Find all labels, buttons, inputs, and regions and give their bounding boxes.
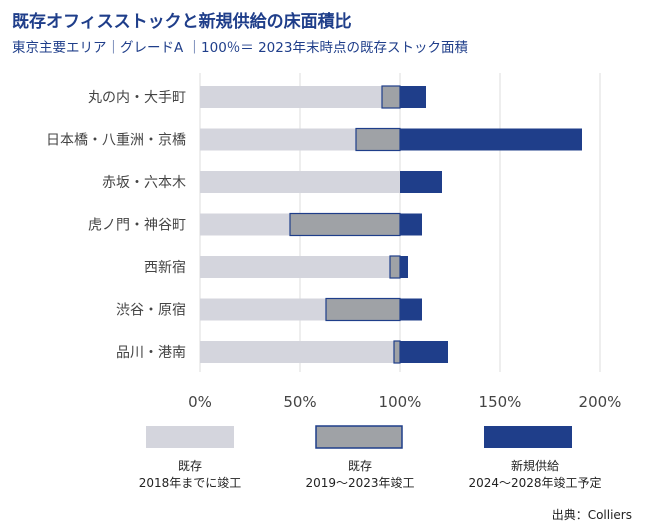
bar-existing-old: [200, 171, 400, 193]
legend-label-existing-old: 既存 2018年までに竣工: [130, 458, 250, 492]
category-label: 渋谷・原宿: [116, 302, 186, 319]
chart-title: 既存オフィスストックと新規供給の床面積比: [12, 12, 352, 32]
legend-swatch-existing-old: [146, 426, 234, 448]
bar-existing-new: [393, 340, 401, 364]
bar-existing-old: [200, 213, 290, 236]
legend-line2: 2024～2028年竣工予定: [468, 476, 602, 490]
legend-swatch-existing-new: [315, 425, 403, 449]
bar-existing-new: [389, 255, 401, 279]
legend-swatch-new-supply: [484, 426, 572, 448]
category-label: 丸の内・大手町: [88, 90, 186, 106]
bar-existing-new: [381, 85, 401, 109]
bar-new-supply: [400, 298, 422, 321]
chart-subtitle: 東京主要エリア｜グレードA ｜100％＝ 2023年末時点の既存ストック面積: [12, 40, 468, 56]
source-note: 出典：Colliers: [551, 508, 632, 522]
bar-existing-new: [355, 127, 401, 152]
legend-line1: 既存: [177, 459, 202, 473]
legend-line2: 2019～2023年竣工: [305, 476, 415, 490]
x-tick-label: 50%: [283, 393, 316, 411]
bar-existing-old: [200, 128, 356, 151]
x-tick-label: 100%: [379, 393, 422, 411]
legend-line2: 2018年までに竣工: [138, 476, 242, 490]
bar-new-supply: [400, 213, 422, 236]
x-tick-label: 200%: [579, 393, 622, 411]
category-label: 虎ノ門・神谷町: [88, 218, 186, 234]
bar-existing-old: [200, 341, 394, 363]
bar-existing-old: [200, 86, 382, 108]
category-label: 品川・港南: [116, 345, 186, 361]
legend-line1: 新規供給: [510, 459, 559, 473]
legend-line1: 既存: [347, 459, 372, 473]
x-tick-label: 0%: [188, 393, 212, 411]
legend-label-new-supply: 新規供給 2024～2028年竣工予定: [460, 458, 610, 492]
bar-new-supply: [400, 128, 582, 151]
bar-existing-new: [325, 297, 401, 322]
bar-new-supply: [400, 256, 408, 278]
category-label: 赤坂・六本木: [102, 175, 186, 191]
legend-label-existing-new: 既存 2019～2023年竣工: [295, 458, 425, 492]
category-label: 日本橋・八重洲・京橋: [46, 133, 186, 149]
bar-new-supply: [400, 86, 426, 108]
bar-new-supply: [400, 341, 448, 363]
x-tick-label: 150%: [479, 393, 522, 411]
bar-existing-new: [289, 212, 401, 237]
bar-existing-old: [200, 298, 326, 321]
bar-existing-old: [200, 256, 390, 278]
category-label: 西新宿: [144, 259, 186, 276]
bar-new-supply: [400, 171, 442, 193]
